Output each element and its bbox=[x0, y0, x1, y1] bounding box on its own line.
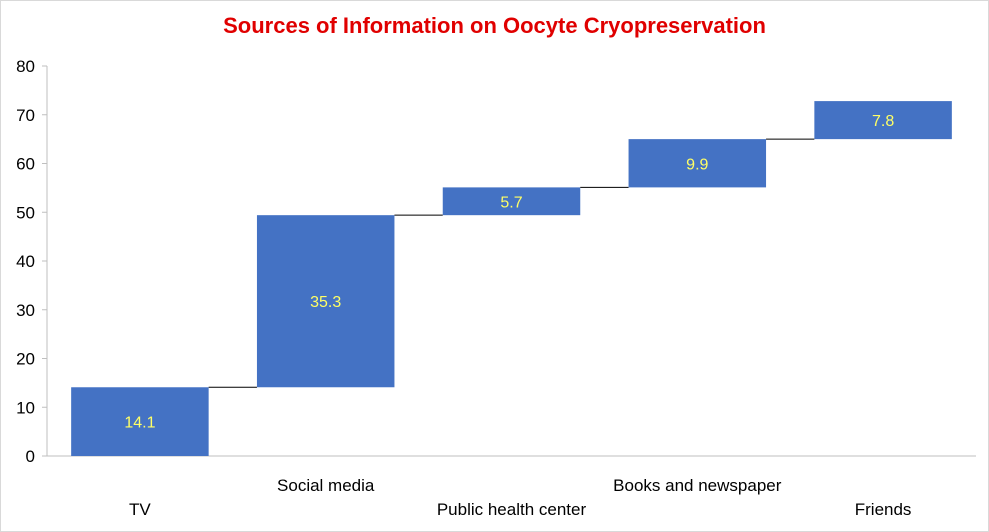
waterfall-bar bbox=[442, 187, 581, 216]
data-label: 5.7 bbox=[500, 194, 522, 211]
waterfall-bar bbox=[71, 387, 209, 456]
y-tick-label: 40 bbox=[16, 252, 35, 271]
x-category-label: Public health center bbox=[437, 500, 587, 519]
x-category-label: Friends bbox=[855, 500, 912, 519]
waterfall-bar bbox=[256, 215, 395, 388]
y-tick-label: 50 bbox=[16, 203, 35, 222]
y-tick-label: 0 bbox=[26, 447, 35, 466]
y-tick-label: 80 bbox=[16, 57, 35, 76]
waterfall-bar bbox=[628, 139, 767, 188]
data-label: 9.9 bbox=[686, 156, 708, 173]
waterfall-bar bbox=[814, 101, 952, 140]
x-category-label: Books and newspaper bbox=[613, 476, 782, 495]
chart-title: Sources of Information on Oocyte Cryopre… bbox=[223, 13, 766, 38]
x-category-label: TV bbox=[129, 500, 151, 519]
data-label: 35.3 bbox=[310, 294, 341, 311]
y-tick-label: 10 bbox=[16, 398, 35, 417]
y-tick-label: 60 bbox=[16, 155, 35, 174]
y-tick-label: 30 bbox=[16, 301, 35, 320]
data-label: 7.8 bbox=[872, 113, 894, 130]
data-label: 14.1 bbox=[124, 415, 155, 432]
y-tick-label: 20 bbox=[16, 350, 35, 369]
y-tick-label: 70 bbox=[16, 106, 35, 125]
x-category-label: Social media bbox=[277, 476, 375, 495]
